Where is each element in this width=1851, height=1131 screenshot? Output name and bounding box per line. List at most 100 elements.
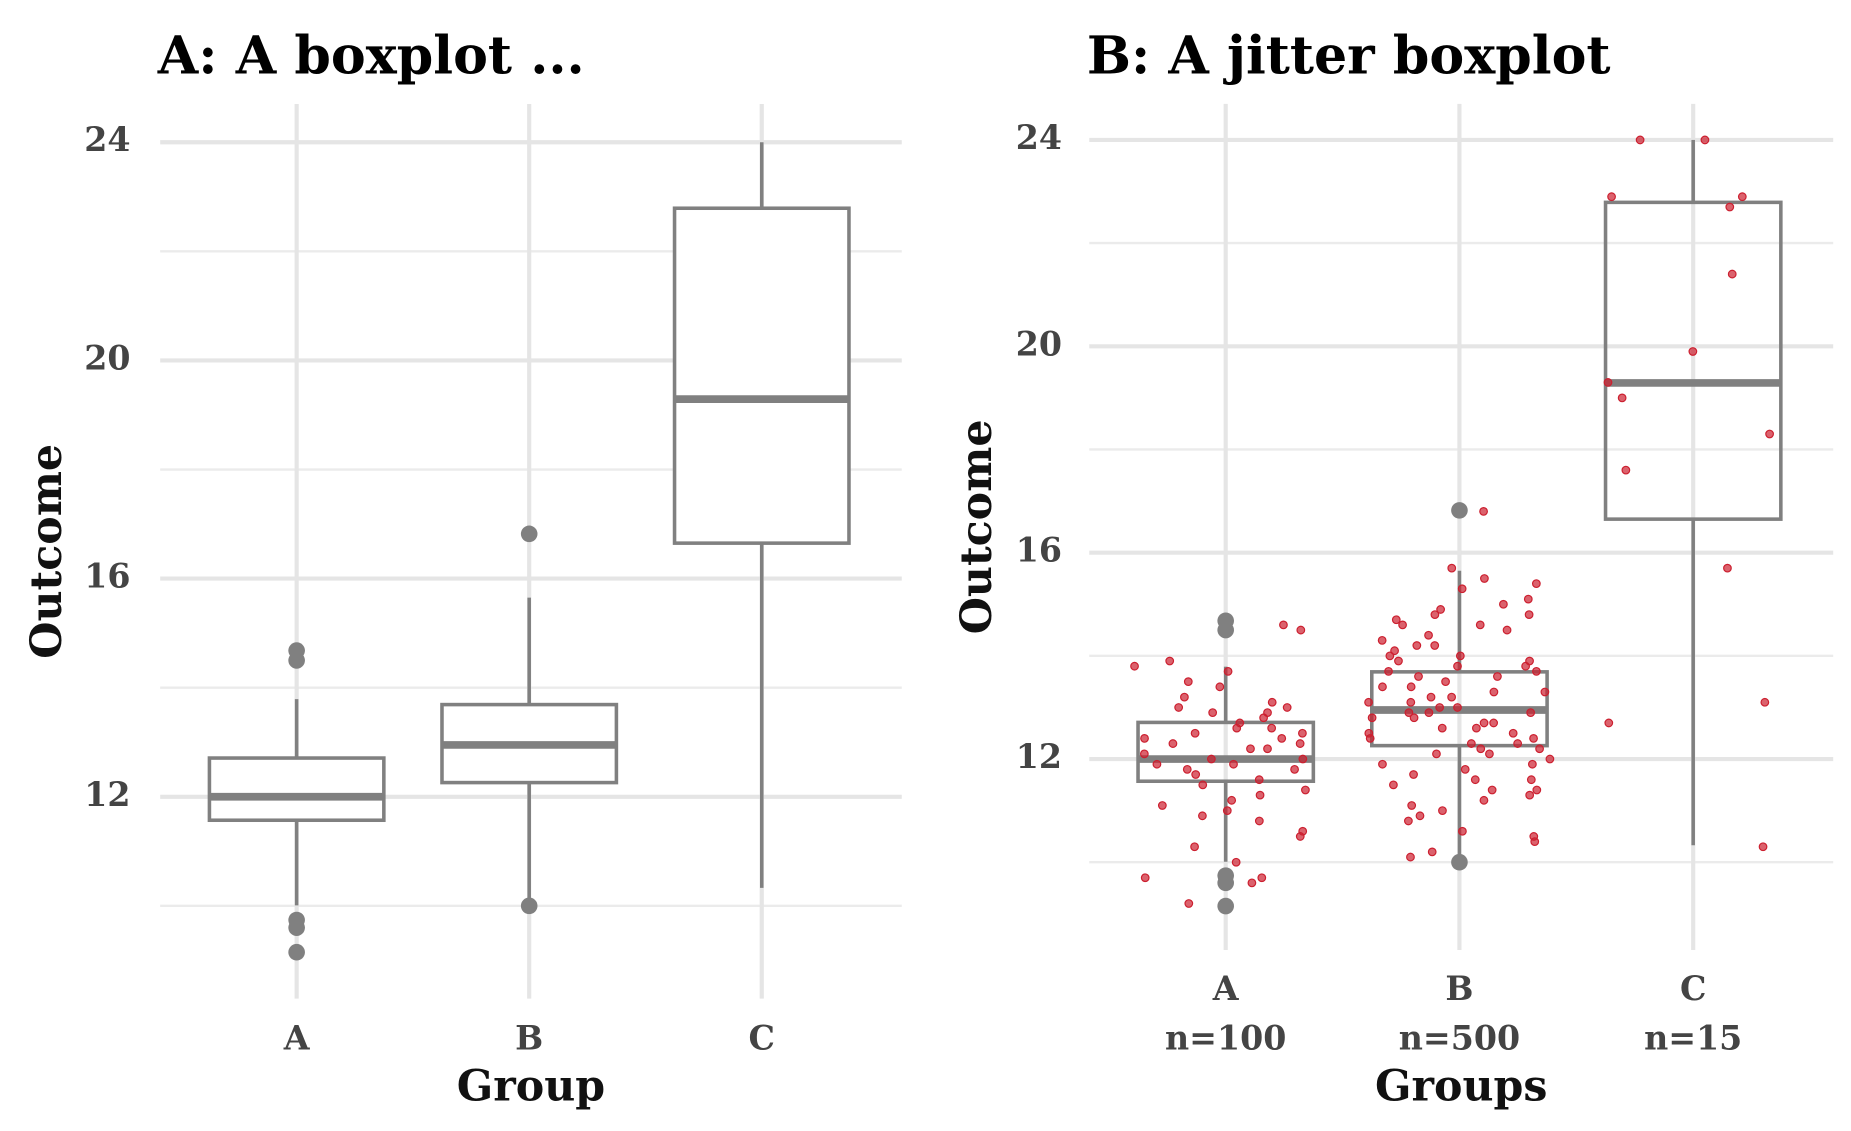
jitter-point (1508, 728, 1518, 738)
jitter-point (1130, 661, 1139, 671)
jitter-point (1267, 723, 1277, 733)
outlier (1217, 874, 1234, 892)
jitter-point (1453, 703, 1462, 712)
box (1603, 200, 1783, 521)
jitter-point (1415, 811, 1425, 821)
jitter-point (1298, 728, 1307, 738)
jitter-point (1231, 857, 1241, 867)
jitter-point (1430, 641, 1440, 650)
jitter-point (1540, 687, 1550, 697)
jitter-point (1409, 713, 1419, 723)
y-tick-label: 24 (84, 120, 130, 159)
jitter-point (1489, 718, 1499, 728)
jitter-point (1438, 806, 1447, 816)
jitter-point (1617, 393, 1627, 403)
jitter-point (1535, 744, 1544, 754)
y-tick-label: 20 (1016, 324, 1062, 363)
jitter-point (1453, 661, 1462, 671)
jitter-point (1455, 651, 1465, 661)
jitter-point (1441, 677, 1450, 687)
jitter-point (1485, 749, 1494, 759)
jitter-point (1232, 723, 1242, 733)
jitter-point (1190, 728, 1200, 738)
chart-title: B: A jitter boxplot (1087, 26, 1611, 87)
jitter-point (1296, 625, 1306, 635)
jitter-point (1191, 770, 1201, 779)
jitter-point (1295, 832, 1305, 841)
jitter-point (1378, 682, 1387, 692)
jitter-point (1487, 785, 1497, 795)
jitter-point (1502, 625, 1512, 635)
jitter-point (1479, 718, 1489, 728)
box (1136, 720, 1316, 784)
jitter-point (1254, 816, 1264, 826)
jitter-point (1139, 749, 1149, 759)
jitter-point (1426, 692, 1436, 702)
jitter-point (1604, 718, 1614, 728)
jitter-point (1378, 759, 1387, 769)
x-tick-label: A (1212, 969, 1240, 1008)
jitter-point (1174, 703, 1184, 712)
jitter-point (1298, 754, 1308, 764)
jitter-point (1254, 775, 1264, 785)
jitter-point (1198, 780, 1208, 790)
jitter-point (1436, 605, 1446, 614)
outlier (520, 525, 538, 543)
jitter-point (1267, 697, 1277, 707)
jitter-point (1476, 744, 1486, 754)
outlier (1217, 897, 1234, 915)
x-axis-title: Groups (1375, 1061, 1547, 1111)
jitter-point (1621, 465, 1631, 475)
box (207, 756, 386, 823)
jitter-point (1259, 713, 1268, 723)
jitter-point (1725, 202, 1735, 212)
jitter-point (1499, 599, 1508, 609)
jitter-point (1688, 347, 1698, 356)
jitter-point (1282, 703, 1292, 712)
jitter-point (1404, 708, 1414, 718)
jitter-point (1532, 785, 1542, 795)
jitter-point (1466, 739, 1476, 748)
jitter-point (1471, 723, 1481, 733)
jitter-point (1437, 723, 1447, 733)
jitter-point (1414, 672, 1423, 681)
jitter-point (1384, 666, 1393, 676)
jitter-point (1391, 615, 1401, 625)
jitter-point (1727, 269, 1737, 279)
jitter-point (1377, 635, 1387, 645)
jitter-point (1279, 620, 1288, 630)
jitter-point (1427, 847, 1437, 857)
jitter-point (1223, 666, 1233, 676)
jitter-point (1406, 852, 1415, 862)
jitter-point (1526, 775, 1536, 785)
jitter-point (1227, 795, 1237, 805)
jitter-point (1165, 656, 1175, 666)
jitter-point (1215, 682, 1225, 692)
jitter-point (1290, 764, 1299, 774)
jitter-point (1607, 192, 1616, 202)
jitter-point (1412, 641, 1422, 650)
jitter-point (1470, 775, 1480, 785)
jitter-point (1406, 697, 1416, 707)
jitter-point (1700, 135, 1710, 145)
jitter-point (1480, 574, 1489, 583)
outlier (1451, 502, 1468, 519)
jitter-point (1524, 610, 1534, 619)
jitter-point (1247, 878, 1257, 888)
x-tick-label: C (1680, 969, 1706, 1008)
jitter-point (1760, 697, 1770, 707)
jitter-point (1206, 754, 1216, 764)
jitter-point (1603, 378, 1613, 387)
jitter-point (1208, 708, 1218, 718)
y-tick-label: 12 (84, 775, 130, 814)
jitter-point (1364, 697, 1373, 707)
jitter-point (1257, 873, 1267, 883)
jitter-point (1190, 842, 1199, 852)
chart-title: A: A boxplot ... (157, 26, 585, 87)
jitter-point (1527, 759, 1537, 769)
jitter-point (1493, 672, 1502, 681)
jitter-point (1737, 192, 1747, 202)
jitter-point (1525, 790, 1535, 800)
jitter-point (1513, 739, 1523, 748)
jitter-point (1424, 708, 1434, 718)
